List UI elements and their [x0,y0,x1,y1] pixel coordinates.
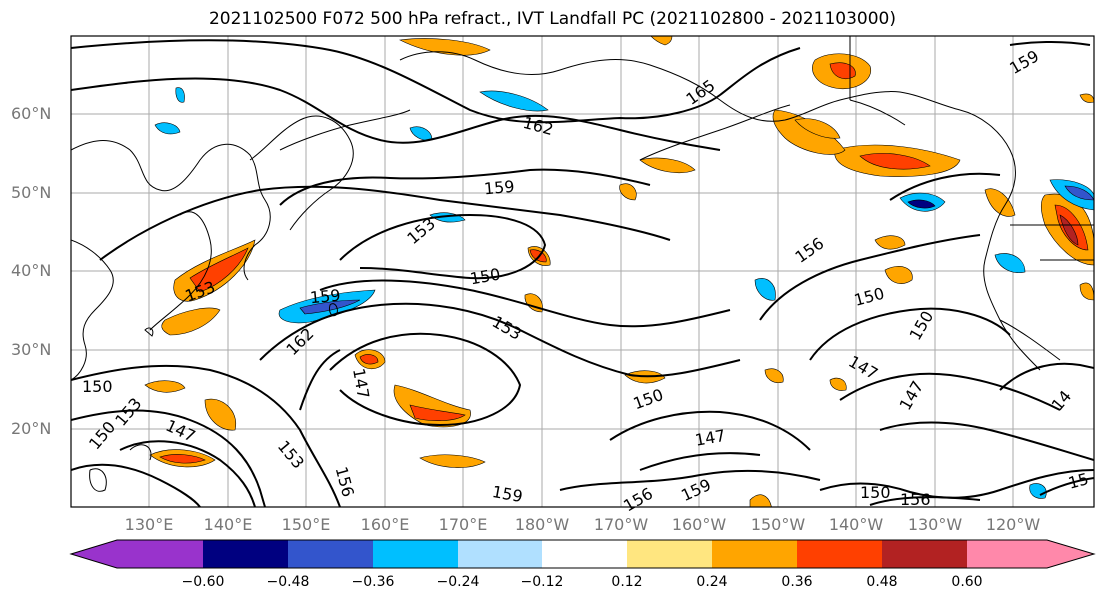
contour-label: 159 [491,482,524,506]
map-title: 2021102500 F072 500 hPa refract., IVT La… [208,9,896,29]
colorbar [69,539,1096,569]
contour-label: 147 [845,352,881,384]
colorbar-extend-min [71,540,117,568]
coastlines [71,36,1094,492]
colorbar-swatch [712,540,797,568]
contour-label: 150 [82,377,113,396]
contour-label: 150 [852,284,886,310]
lon-label: 140°E [203,515,253,534]
contour-label: 147 [694,426,727,450]
colorbar-tick-label: −0.60 [181,574,225,590]
lon-label: 160°W [671,515,727,534]
contour-label: 153 [111,394,145,430]
lon-label: 120°W [985,515,1041,534]
contour-label: 147 [349,367,373,400]
colorbar-swatch [373,540,458,568]
contour-label: 150 [906,308,938,344]
shaded-regions [144,36,1094,507]
contour-label: 14 [1048,387,1076,415]
contour-label: 153 [403,214,439,248]
contour-label-group: 165 162 159 159 153 153 150 150 150 150 … [82,46,1091,515]
lon-label: 140°W [828,515,884,534]
lat-label-50n: 50°N [11,183,52,202]
colorbar-swatch [542,540,627,568]
contour-label: 150 [631,385,666,413]
colorbar-tick-label: −0.36 [351,574,395,590]
map-gridlines [71,36,1094,507]
contour-label: 159 [309,286,341,308]
lon-label: 170°E [438,515,488,534]
lon-label: 130°E [124,515,174,534]
colorbar-swatch [458,540,542,568]
lat-label-40n: 40°N [11,261,52,280]
lon-label: 150°W [750,515,806,534]
colorbar-tick-label: −0.12 [520,574,564,590]
colorbar-tick-label: 0.48 [866,574,898,590]
contour-label: 159 [1006,46,1042,78]
colorbar-tick-label: 0.12 [611,574,643,590]
contour-label: 156 [620,484,656,516]
contour-label: 156 [791,234,827,267]
colorbar-tick-label: 0.24 [696,574,728,590]
contour-label: 153 [489,312,525,344]
colorbar-tick-label: 0.36 [781,574,813,590]
lon-label: 170°W [593,515,649,534]
colorbar-swatch [203,540,288,568]
contour-label: 150 [468,264,501,288]
contour-label: 150 [860,483,891,502]
refractivity-contours [71,39,1094,507]
contour-label: 153 [274,437,308,473]
colorbar-swatch [627,540,712,568]
colorbar-swatch [797,540,882,568]
contour-label: 159 [678,475,714,505]
lon-label: 160°E [360,515,410,534]
contour-label: 15 [1066,469,1091,493]
colorbar-outline [69,539,1096,569]
colorbar-swatch [117,540,203,568]
lat-label-30n: 30°N [11,340,52,359]
contour-label: 156 [900,490,931,509]
contour-label: 156 [332,465,358,499]
colorbar-swatch [288,540,373,568]
colorbar-extend-max [1047,540,1094,568]
colorbar-tick-label: −0.24 [436,574,480,590]
colorbar-swatch [882,540,967,568]
contour-label: 150 [85,418,119,454]
contour-label: 147 [896,378,928,414]
lat-label-60n: 60°N [11,104,52,123]
colorbar-tick-label: −0.48 [266,574,310,590]
lon-label: 130°W [907,515,963,534]
contour-label: 162 [282,324,317,359]
lat-label-20n: 20°N [11,419,52,438]
lon-label: 180°W [514,515,570,534]
lon-label: 150°E [281,515,331,534]
plot-frame [70,35,1095,508]
colorbar-tick-label: 0.60 [951,574,983,590]
colorbar-swatch [967,540,1047,568]
contour-label: 159 [483,177,515,199]
